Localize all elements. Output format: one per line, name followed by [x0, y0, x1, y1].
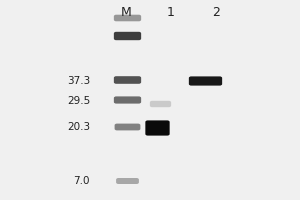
FancyBboxPatch shape	[150, 101, 171, 107]
Text: 29.5: 29.5	[67, 96, 90, 106]
FancyBboxPatch shape	[146, 120, 170, 136]
Text: 20.3: 20.3	[67, 122, 90, 132]
FancyBboxPatch shape	[114, 15, 141, 21]
Text: M: M	[121, 6, 131, 19]
FancyBboxPatch shape	[114, 32, 141, 40]
Text: 37.3: 37.3	[67, 76, 90, 86]
FancyBboxPatch shape	[114, 76, 141, 84]
Text: 7.0: 7.0	[74, 176, 90, 186]
FancyBboxPatch shape	[189, 76, 222, 86]
Text: 2: 2	[212, 6, 220, 19]
Text: 1: 1	[167, 6, 175, 19]
FancyBboxPatch shape	[116, 178, 139, 184]
FancyBboxPatch shape	[115, 124, 140, 130]
FancyBboxPatch shape	[114, 96, 141, 104]
